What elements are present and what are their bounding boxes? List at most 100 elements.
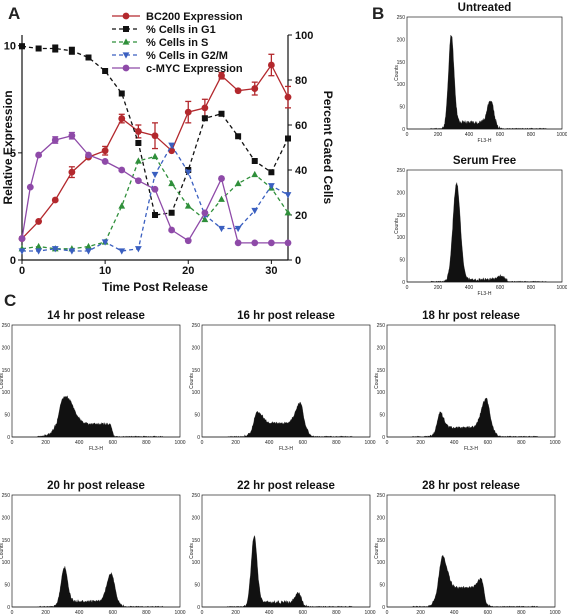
legend-entry: % Cells in G2/M: [146, 50, 228, 62]
histogram-frame: [406, 16, 563, 130]
y-left-tick-label: 0: [10, 255, 16, 267]
histogram-14-hr-post-release: 0 50 100 150 200 250 0 200 400 600 800 1000 FL3-H Cou…: [0, 310, 186, 452]
histogram-y-tick: 250: [397, 168, 406, 174]
histogram-x-tick: 200: [231, 440, 240, 446]
histogram-y-tick: 50: [194, 583, 200, 589]
data-point-cells-in-s: [118, 202, 126, 209]
x-tick-label: 0: [19, 265, 25, 277]
histogram-x-tick: 200: [434, 132, 443, 138]
data-point-bc200-expression: [118, 115, 126, 122]
data-point-cells-in-s: [184, 202, 192, 209]
series-cells-in-g2-m: [18, 142, 292, 255]
histogram-area: [387, 397, 555, 438]
data-point-bc200-expression: [201, 104, 209, 112]
histogram-x-tick: 600: [299, 440, 308, 446]
histogram-x-tick: 600: [484, 610, 493, 614]
histogram-title: Serum Free: [453, 155, 516, 167]
histogram-untreated: 0 50 100 150 200 250 0 200 400 600 800 1000 FL3-H Cou…: [394, 2, 567, 144]
histogram-frame: [11, 494, 181, 608]
histogram-y-tick: 50: [4, 583, 10, 589]
data-point-c-myc-expression: [26, 183, 34, 191]
data-point-cells-in-g1: [152, 212, 158, 218]
legend-entry: % Cells in G1: [146, 24, 216, 36]
histogram-y-tick: 100: [192, 560, 201, 566]
histogram-y-tick: 100: [377, 390, 386, 396]
histogram-area: [387, 554, 555, 608]
data-point-c-myc-expression: [68, 132, 76, 140]
data-point-cells-in-g1: [52, 45, 59, 52]
histogram-y-tick: 200: [192, 515, 201, 521]
histogram-x-title: FL3-H: [279, 446, 293, 452]
data-point-cells-in-g2-m: [51, 246, 59, 253]
data-point-c-myc-expression: [134, 177, 142, 185]
histogram-x-tick: 800: [527, 132, 536, 138]
histogram-area: [407, 34, 562, 130]
histogram-x-tick: 800: [142, 440, 151, 446]
legend-entry: % Cells in S: [146, 37, 208, 49]
histogram-title: 20 hr post release: [47, 480, 145, 492]
data-point-cells-in-g2-m: [168, 142, 176, 149]
histogram-x-tick: 400: [465, 285, 474, 291]
histogram-x-tick: 400: [465, 132, 474, 138]
data-point-cells-in-g1: [85, 54, 92, 61]
histogram-x-tick: 200: [41, 440, 50, 446]
data-point-cells-in-g2-m: [35, 248, 43, 255]
histogram-y-tick: 100: [2, 390, 11, 396]
histogram-x-tick: 400: [75, 440, 84, 446]
histogram-x-tick: 400: [450, 610, 459, 614]
y-right-tick-label: 0: [295, 255, 301, 267]
histogram-x-tick: 0: [406, 132, 409, 138]
histogram-x-tick: 400: [75, 610, 84, 614]
histogram-x-tick: 600: [109, 610, 118, 614]
data-point-cells-in-s: [151, 152, 159, 160]
histogram-x-tick: 800: [517, 440, 526, 446]
data-point-cells-in-g2-m: [85, 248, 92, 255]
histogram-x-tick: 800: [527, 285, 536, 291]
data-point-c-myc-expression: [184, 237, 192, 245]
series-cells-in-s: [18, 152, 292, 252]
histogram-y-tick: 50: [4, 413, 10, 419]
histogram-x-title: FL3-H: [464, 446, 478, 452]
x-tick-label: 10: [99, 265, 111, 277]
histogram-x-tick: 800: [517, 610, 526, 614]
histogram-y-title: Counts: [394, 218, 400, 234]
y-left-axis-title: Relative Expression: [1, 90, 15, 204]
histogram-y-tick: 150: [192, 368, 201, 374]
histogram-x-tick: 1000: [364, 610, 375, 614]
data-point-c-myc-expression: [151, 185, 159, 193]
legend-entry: c-MYC Expression: [146, 63, 243, 75]
histogram-16-hr-post-release: 0 50 100 150 200 250 0 200 400 600 800 1000 FL3-H Cou…: [189, 310, 376, 452]
histogram-x-tick: 800: [332, 440, 341, 446]
y-right-tick-label: 60: [295, 120, 307, 132]
data-point-cells-in-g2-m: [284, 192, 292, 199]
histogram-y-tick: 50: [194, 413, 200, 419]
histogram-y-tick: 0: [7, 605, 10, 611]
histogram-x-tick: 200: [434, 285, 443, 291]
histogram-y-title: Counts: [0, 543, 5, 559]
histogram-y-tick: 100: [397, 235, 406, 241]
histogram-x-tick: 0: [386, 610, 389, 614]
data-point-c-myc-expression: [251, 239, 259, 247]
histogram-20-hr-post-release: 05010015020025002004006008001000FL3-HCou…: [0, 480, 186, 614]
histogram-x-tick: 400: [265, 610, 274, 614]
histogram-x-tick: 800: [332, 610, 341, 614]
panel-label-c: C: [4, 291, 16, 310]
y-right-tick-label: 40: [295, 165, 307, 177]
histogram-y-tick: 150: [377, 368, 386, 374]
histogram-y-tick: 200: [2, 515, 11, 521]
data-point-cells-in-g2-m: [218, 225, 225, 233]
data-point-cells-in-g2-m: [118, 248, 126, 255]
histogram-y-title: Counts: [0, 373, 5, 389]
histogram-area: [407, 182, 562, 283]
data-point-bc200-expression: [251, 85, 259, 92]
data-point-cells-in-g2-m: [134, 246, 142, 253]
histogram-x-tick: 1000: [174, 610, 185, 614]
data-point-cells-in-g2-m: [151, 171, 159, 179]
histogram-x-tick: 0: [406, 285, 409, 291]
data-point-c-myc-expression: [168, 226, 176, 234]
histogram-x-tick: 800: [142, 610, 151, 614]
histogram-y-tick: 0: [382, 435, 385, 441]
histogram-x-title: FL3-H: [478, 138, 492, 144]
data-point-cells-in-g2-m: [234, 225, 242, 233]
